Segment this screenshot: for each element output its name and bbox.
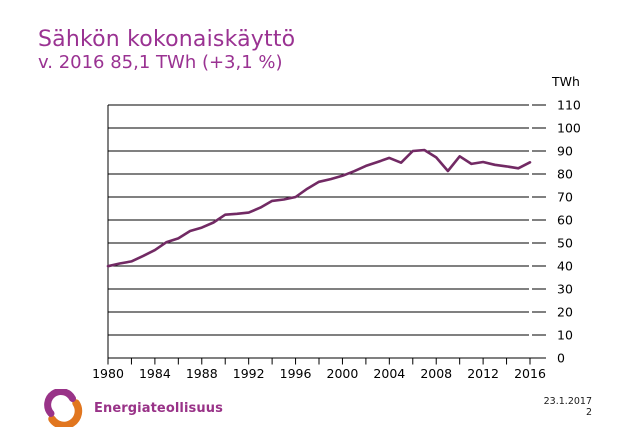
x-tick-label: 1984 — [139, 366, 171, 381]
y-tick-label: 90 — [557, 144, 573, 159]
y-tick-label: 0 — [557, 351, 565, 366]
y-tick-label: 40 — [557, 259, 573, 274]
y-tick-label: 30 — [557, 282, 573, 297]
x-tick-label: 1996 — [280, 366, 312, 381]
x-tick-label: 2000 — [327, 366, 359, 381]
logo-text: Energiateollisuus — [94, 400, 223, 416]
logo-purple-crescent — [44, 389, 76, 417]
slide-date: 23.1.2017 — [543, 396, 592, 407]
y-tick-label: 100 — [557, 121, 581, 136]
slide-title: Sähkön kokonaiskäyttö — [38, 27, 296, 52]
energiateollisuus-logo-icon — [44, 389, 83, 427]
slide-subtitle: v. 2016 85,1 TWh (+3,1 %) — [38, 52, 283, 73]
x-tick-label: 2012 — [467, 366, 499, 381]
energiateollisuus-logo: Energiateollisuus — [42, 389, 223, 427]
y-tick-label: 50 — [557, 236, 573, 251]
page-number: 2 — [585, 407, 592, 419]
y-axis-unit-label: TWh — [552, 74, 580, 89]
x-tick-label: 1992 — [233, 366, 265, 381]
logo-orange-crescent — [48, 399, 83, 427]
x-tick-label: 2004 — [373, 366, 405, 381]
x-tick-label: 2016 — [514, 366, 546, 381]
y-tick-label: 60 — [557, 213, 573, 228]
y-tick-label: 70 — [557, 190, 573, 205]
y-tick-label: 110 — [557, 98, 581, 113]
x-tick-label: 1988 — [186, 366, 218, 381]
y-tick-label: 20 — [557, 305, 573, 320]
x-tick-label: 2008 — [420, 366, 452, 381]
slide-footer-meta: 23.1.2017 2 — [544, 396, 592, 419]
consumption-line — [106, 148, 532, 268]
y-tick-label: 80 — [557, 167, 573, 182]
y-tick-label: 10 — [557, 328, 573, 343]
x-tick-label: 1980 — [92, 366, 124, 381]
